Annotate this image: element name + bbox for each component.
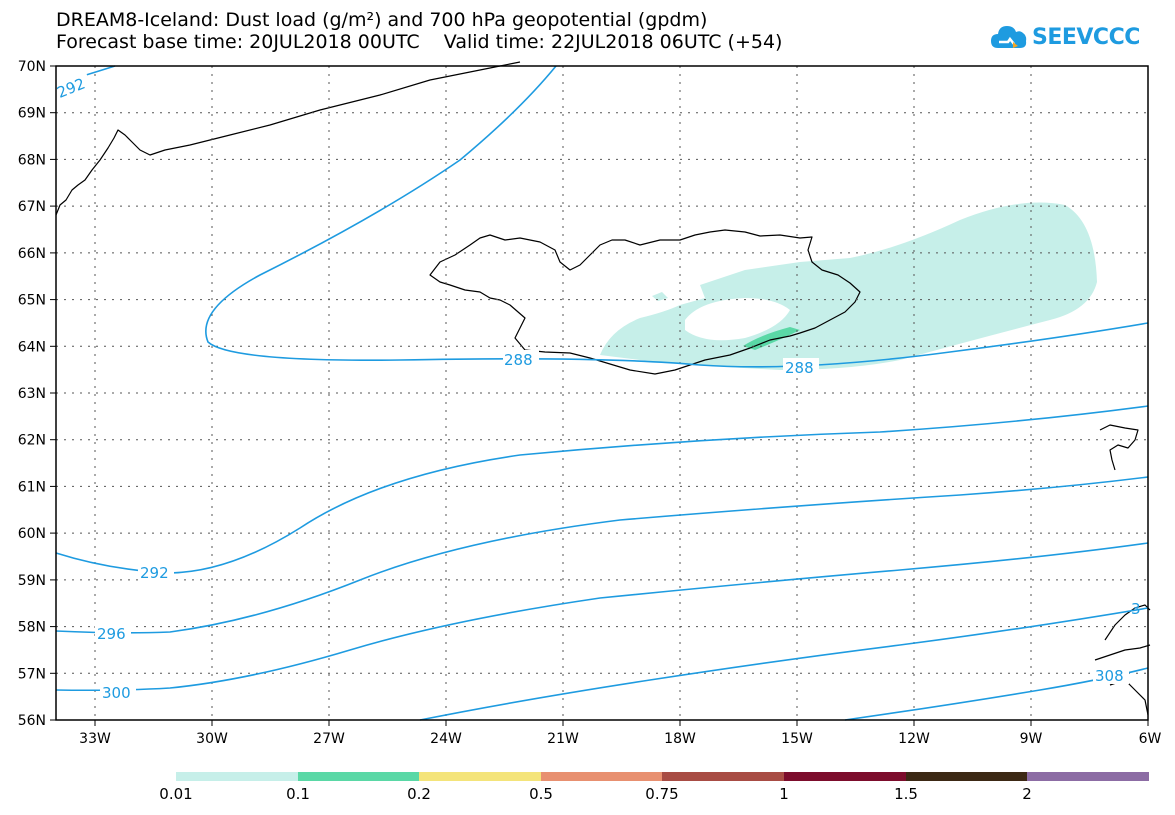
lat-label: 64N — [18, 339, 46, 355]
contour-labels: 292 288 288 292 296 300 308 3 — [49, 65, 1141, 702]
lat-label: 63N — [18, 386, 46, 402]
colorbar-label: 1.5 — [894, 785, 918, 803]
colorbar-label: 0.75 — [645, 785, 679, 803]
lat-label: 58N — [18, 620, 46, 636]
lon-label: 24W — [430, 731, 462, 747]
lat-label: 61N — [18, 479, 46, 495]
lon-label: 12W — [898, 731, 930, 747]
contour-304 — [419, 607, 1149, 721]
colorbar-label: 1 — [779, 785, 789, 803]
lon-label: 9W — [1020, 731, 1043, 747]
latitude-labels: 70N 69N 68N 67N 66N 65N 64N 63N 62N 61N … — [18, 59, 46, 729]
longitude-labels: 33W 30W 27W 24W 21W 18W 15W 12W 9W 6W — [79, 731, 1161, 747]
lon-label: 6W — [1139, 731, 1162, 747]
cloud-icon — [991, 26, 1027, 48]
dust-gap-white — [685, 298, 790, 341]
contour-label: 296 — [97, 625, 126, 643]
dust-area-light-small — [652, 292, 668, 301]
colorbar-swatch — [298, 772, 419, 781]
colorbar-swatch — [662, 772, 784, 781]
lat-label: 59N — [18, 573, 46, 589]
logo-text: SEEVCCC — [1032, 24, 1140, 50]
lat-label: 62N — [18, 433, 46, 449]
lat-label: 65N — [18, 293, 46, 309]
lat-label: 56N — [18, 713, 46, 729]
colorbar-label: 2 — [1022, 785, 1032, 803]
colorbar — [176, 772, 1149, 781]
contour-label: 3 — [1131, 600, 1141, 618]
colorbar-swatch — [541, 772, 662, 781]
lat-label: 70N — [18, 59, 46, 75]
contour-292 — [55, 405, 1149, 574]
dust-area-core — [743, 327, 800, 350]
map-title-line1: DREAM8-Iceland: Dust load (g/m²) and 700… — [56, 9, 708, 31]
colorbar-swatch — [906, 772, 1027, 781]
lat-label: 60N — [18, 526, 46, 542]
lon-label: 33W — [79, 731, 111, 747]
coastlines — [55, 61, 1151, 716]
lat-label: 68N — [18, 152, 46, 168]
dust-area-light — [600, 202, 1097, 370]
colorbar-swatch — [1027, 772, 1149, 781]
faroe-shetland-coast — [1099, 424, 1139, 471]
lat-label: 67N — [18, 199, 46, 215]
colorbar-swatch — [176, 772, 298, 781]
colorbar-label: 0.01 — [159, 785, 193, 803]
colorbar-label: 0.5 — [529, 785, 553, 803]
geopotential-contours — [55, 65, 1149, 721]
colorbar-swatch — [784, 772, 906, 781]
lon-label: 30W — [196, 731, 228, 747]
colorbar-label: 0.1 — [286, 785, 310, 803]
lat-label: 57N — [18, 666, 46, 682]
contour-300 — [55, 542, 1149, 692]
contour-label: 292 — [140, 564, 169, 582]
lon-label: 18W — [664, 731, 696, 747]
contour-label: 288 — [504, 351, 533, 369]
contour-288 — [205, 65, 1149, 368]
lat-label: 66N — [18, 246, 46, 262]
graticule — [56, 66, 1148, 720]
contour-label: 288 — [785, 359, 814, 377]
contour-296 — [55, 476, 1149, 634]
lat-label: 69N — [18, 106, 46, 122]
colorbar-swatch — [419, 772, 541, 781]
colorbar-label: 0.2 — [407, 785, 431, 803]
contour-label: 308 — [1095, 667, 1124, 685]
contour-label: 300 — [102, 684, 131, 702]
lon-label: 21W — [547, 731, 579, 747]
tick-marks — [50, 65, 1149, 726]
greenland-coast — [55, 61, 521, 216]
scotland-coast — [1094, 604, 1151, 716]
lon-label: 15W — [781, 731, 813, 747]
seevccc-logo: SEEVCCC — [990, 22, 1140, 52]
dust-load-shading — [600, 202, 1097, 370]
map-title-line2: Forecast base time: 20JUL2018 00UTC Vali… — [56, 31, 783, 53]
lon-label: 27W — [313, 731, 345, 747]
